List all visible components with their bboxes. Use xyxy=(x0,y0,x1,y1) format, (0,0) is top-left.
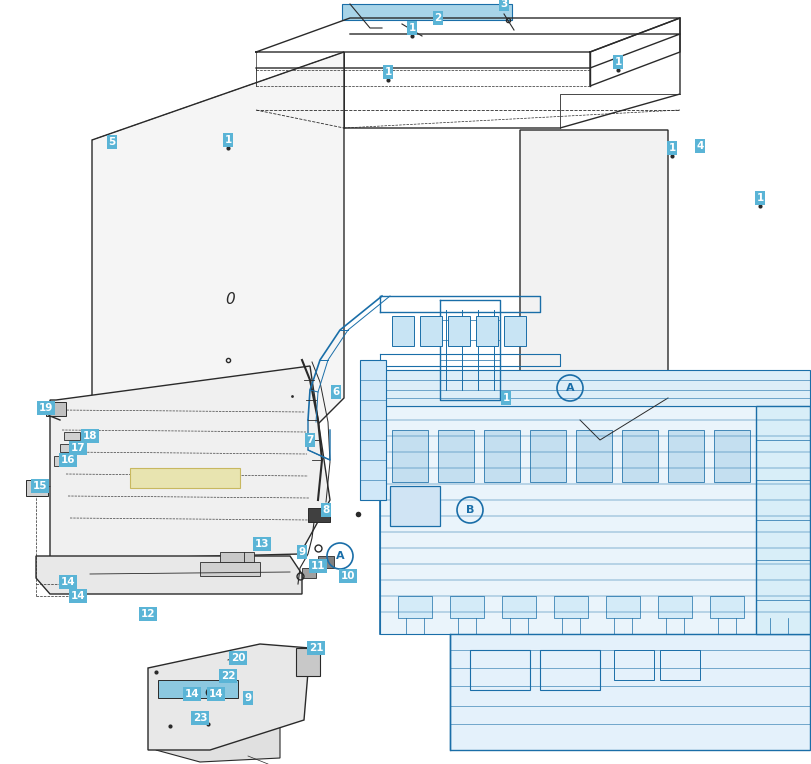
Text: 22: 22 xyxy=(221,671,235,681)
Text: 1: 1 xyxy=(615,57,621,67)
Text: 16: 16 xyxy=(61,455,75,465)
Text: 1: 1 xyxy=(668,143,676,153)
Text: 15: 15 xyxy=(32,481,47,491)
Text: 11: 11 xyxy=(311,561,325,571)
Text: 12: 12 xyxy=(141,609,155,619)
Bar xyxy=(220,552,254,562)
Polygon shape xyxy=(50,366,330,560)
Text: 1: 1 xyxy=(502,393,509,403)
Bar xyxy=(484,430,520,482)
Bar xyxy=(302,568,316,578)
Bar xyxy=(420,316,442,346)
Bar xyxy=(576,430,612,482)
Text: 14: 14 xyxy=(71,591,85,601)
Text: 9: 9 xyxy=(244,693,251,703)
Bar xyxy=(606,596,640,618)
Bar xyxy=(660,650,700,680)
Polygon shape xyxy=(520,130,668,456)
Text: 21: 21 xyxy=(309,643,324,653)
Text: 14: 14 xyxy=(185,689,200,699)
Text: 9: 9 xyxy=(298,547,306,557)
Bar xyxy=(392,316,414,346)
Text: 23: 23 xyxy=(193,713,208,723)
Polygon shape xyxy=(450,634,810,750)
Polygon shape xyxy=(148,644,310,750)
Text: 3: 3 xyxy=(500,0,508,9)
Text: 4: 4 xyxy=(697,141,704,151)
Text: B: B xyxy=(466,505,474,515)
Bar xyxy=(554,596,588,618)
Bar xyxy=(668,430,704,482)
Polygon shape xyxy=(756,406,810,634)
Bar xyxy=(318,556,334,568)
Bar xyxy=(762,596,796,618)
Text: 1: 1 xyxy=(757,193,764,203)
Polygon shape xyxy=(360,360,386,500)
Bar xyxy=(438,430,474,482)
Polygon shape xyxy=(156,708,280,762)
Bar xyxy=(60,444,78,452)
Text: 8: 8 xyxy=(323,505,329,515)
Bar xyxy=(130,468,240,488)
Bar xyxy=(64,432,80,440)
Text: 18: 18 xyxy=(83,431,97,441)
Bar xyxy=(614,650,654,680)
Bar xyxy=(308,508,330,522)
Text: 10: 10 xyxy=(341,571,355,581)
Bar xyxy=(450,596,484,618)
Text: 2: 2 xyxy=(435,13,442,23)
Bar xyxy=(46,402,66,416)
Bar xyxy=(714,430,750,482)
Text: 14: 14 xyxy=(61,577,75,587)
Bar xyxy=(710,596,744,618)
Bar xyxy=(158,680,238,698)
Bar xyxy=(760,430,796,482)
Polygon shape xyxy=(92,52,344,456)
Text: 14: 14 xyxy=(208,689,223,699)
Text: 19: 19 xyxy=(39,403,54,413)
Text: 7: 7 xyxy=(307,435,314,445)
Text: A: A xyxy=(336,551,345,561)
Bar xyxy=(530,430,566,482)
Bar xyxy=(200,562,260,576)
Bar xyxy=(476,316,498,346)
Bar xyxy=(540,650,600,690)
Polygon shape xyxy=(36,556,302,594)
Bar xyxy=(398,596,432,618)
Text: A: A xyxy=(566,383,574,393)
Bar xyxy=(622,430,658,482)
Text: 1: 1 xyxy=(409,23,415,33)
Text: 6: 6 xyxy=(333,387,340,397)
Bar xyxy=(392,430,428,482)
Bar xyxy=(658,596,692,618)
Polygon shape xyxy=(380,370,810,406)
Bar xyxy=(470,650,530,690)
Bar xyxy=(504,316,526,346)
Bar xyxy=(502,596,536,618)
Polygon shape xyxy=(380,406,810,634)
Bar xyxy=(296,648,320,676)
Text: 0: 0 xyxy=(225,293,235,307)
Bar xyxy=(54,456,74,466)
Text: 13: 13 xyxy=(255,539,269,549)
Polygon shape xyxy=(390,486,440,526)
Bar xyxy=(448,316,470,346)
Text: 17: 17 xyxy=(71,443,85,453)
Text: 20: 20 xyxy=(231,653,245,663)
Bar xyxy=(342,4,512,20)
Text: 1: 1 xyxy=(225,135,232,145)
Text: 5: 5 xyxy=(109,137,116,147)
Bar xyxy=(26,480,48,496)
Text: 1: 1 xyxy=(384,67,392,77)
